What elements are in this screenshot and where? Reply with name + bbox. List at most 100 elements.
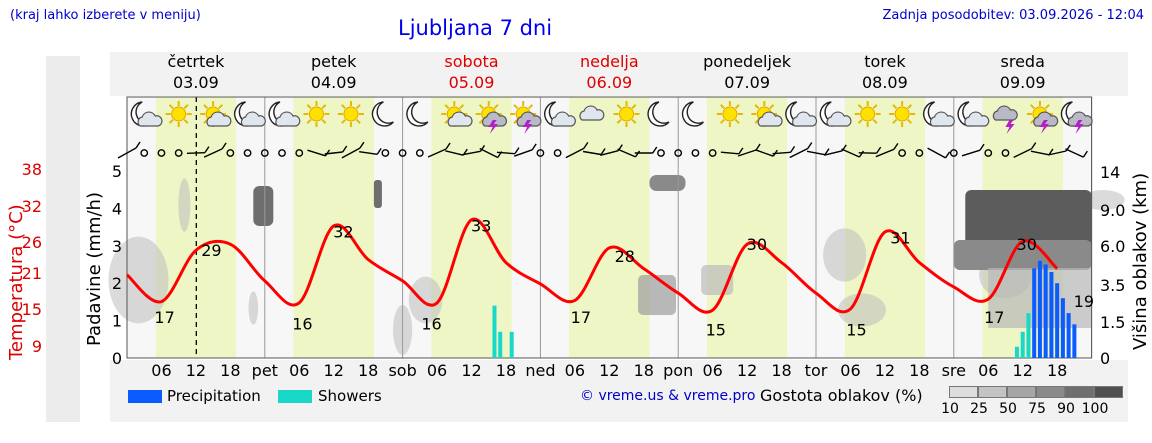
precip-tick: 5: [112, 162, 122, 181]
chart-title: Ljubljana 7 dni: [398, 16, 553, 40]
wind-barb-icon: [1082, 150, 1088, 158]
wind-barb-icon: [359, 150, 378, 156]
cloud-density-label: 10: [941, 401, 959, 417]
wind-calm-icon: [691, 149, 700, 157]
wind-calm-icon: [984, 149, 993, 157]
x-hour-label: 18: [909, 361, 929, 380]
x-hour-label: 06: [978, 361, 998, 380]
precip-tick: 0: [112, 349, 122, 368]
x-hour-label: 06: [840, 361, 860, 380]
cloud-patch: [1081, 190, 1125, 210]
cloud-density-label: 25: [970, 401, 988, 417]
wind-barb-icon: [427, 148, 447, 158]
cloud-density-swatch: [1065, 386, 1094, 398]
storm-cloud-icon: [992, 105, 1018, 134]
day-name: četrtek: [167, 52, 225, 71]
wind-barb-icon: [307, 149, 326, 157]
temp-min-label: 17: [571, 308, 591, 327]
temperature-tick: 21: [21, 263, 42, 283]
x-hour-label: 18: [496, 361, 516, 380]
wind-calm-icon: [398, 149, 407, 157]
credit-link[interactable]: © vreme.us & vreme.pro: [580, 388, 756, 404]
precip-bar: [1032, 268, 1037, 358]
precip-bar: [492, 305, 497, 358]
cloud-density-swatch: [1094, 386, 1123, 398]
x-hour-label: 12: [737, 361, 757, 380]
precip-tick: 1: [112, 312, 122, 331]
wind-barb-icon: [565, 147, 585, 159]
temperature-tick: 26: [21, 233, 42, 253]
wind-barb-icon: [359, 141, 365, 149]
moon-cloud-icon: [544, 101, 576, 127]
precip-tick: 3: [112, 237, 122, 256]
day-name: sobota: [444, 52, 499, 71]
sun-cloud-icon: [200, 101, 232, 127]
wind-barb-icon: [617, 148, 636, 158]
x-day-label: tor: [805, 361, 828, 380]
left-axis-strip: [46, 56, 80, 422]
day-date: 09.09: [999, 73, 1046, 92]
wind-barb-icon: [583, 141, 589, 149]
temperature-tick: 9: [31, 337, 42, 356]
wind-barb-icon: [807, 142, 813, 149]
wind-barb-icon: [203, 148, 223, 158]
cloud-patch: [178, 178, 191, 232]
moon-cloud-icon: [819, 101, 852, 127]
showers-legend-label: Showers: [318, 387, 382, 405]
wind-barb-icon: [755, 143, 761, 151]
sun-storm-icon: [475, 101, 508, 134]
sun-icon: [613, 101, 640, 127]
wind-barb-icon: [513, 149, 533, 157]
x-day-label: sob: [388, 361, 416, 380]
wind-barb-icon: [1013, 148, 1033, 158]
precip-bar: [1043, 264, 1048, 358]
wind-barb-icon: [479, 144, 486, 152]
wind-calm-icon: [381, 149, 390, 157]
x-hour-label: 18: [220, 361, 240, 380]
wind-barb-icon: [341, 147, 361, 159]
day-name: petek: [310, 52, 357, 71]
temp-min-label: 17: [154, 308, 174, 327]
day-date: 07.09: [724, 73, 770, 92]
wind-calm-icon: [674, 149, 683, 157]
day-name: sreda: [1000, 52, 1045, 71]
cloud-height-tick: 14: [1100, 163, 1120, 182]
cloud-density-label: 75: [1028, 401, 1046, 417]
x-hour-label: 06: [427, 361, 447, 380]
precip-bar: [1066, 313, 1071, 358]
moon-cloud-icon: [785, 101, 818, 127]
wind-barb-icon: [961, 149, 981, 157]
wind-barb-icon: [824, 150, 843, 156]
wind-barb-icon: [531, 143, 537, 151]
wind-barb-icon: [738, 147, 744, 155]
day-date: 04.09: [310, 73, 357, 92]
wind-barb-icon: [462, 150, 481, 156]
cloud-density-label: 100: [1081, 401, 1109, 417]
precip-bar: [1026, 313, 1031, 358]
x-hour-label: 06: [565, 361, 585, 380]
wind-barb-icon: [600, 149, 619, 157]
wind-barb-icon: [737, 149, 757, 157]
wind-barb-icon: [514, 147, 520, 155]
precip-bar: [1060, 298, 1065, 358]
precip-tick: 4: [112, 199, 122, 218]
location-hint: (kraj lahko izberete v meniju): [10, 8, 201, 23]
wind-barb-icon: [324, 149, 331, 157]
wind-calm-icon: [915, 149, 924, 157]
x-hour-label: 12: [324, 361, 344, 380]
x-hour-label: 12: [599, 361, 619, 380]
wind-barb-icon: [927, 147, 946, 159]
wind-barb-icon: [806, 150, 826, 156]
day-date: 06.09: [586, 73, 633, 92]
wind-calm-icon: [536, 149, 545, 157]
wind-calm-icon: [898, 149, 907, 157]
wind-calm-icon: [657, 149, 665, 157]
precip-bar: [1049, 271, 1054, 358]
wind-barb-icon: [1031, 142, 1037, 150]
day-name: ponedeljek: [703, 52, 792, 71]
temp-max-label: 29: [201, 241, 221, 260]
precip-legend-label: Precipitation: [167, 387, 261, 405]
wind-barb-icon: [789, 145, 796, 153]
cloud-height-tick: 3.5: [1100, 276, 1125, 295]
wind-barb-icon: [135, 141, 141, 149]
